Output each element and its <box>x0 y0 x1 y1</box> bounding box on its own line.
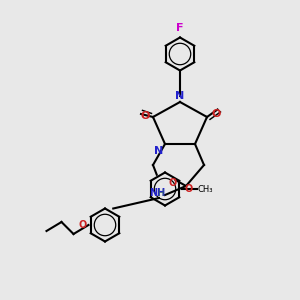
Text: O: O <box>212 109 221 119</box>
Text: O: O <box>141 110 150 121</box>
Text: O: O <box>184 184 193 194</box>
Text: N: N <box>154 146 164 155</box>
Text: O: O <box>169 178 177 188</box>
Text: N: N <box>176 91 184 100</box>
Text: F: F <box>176 23 184 33</box>
Text: H: H <box>157 189 164 198</box>
Text: O: O <box>79 220 87 230</box>
Text: CH₃: CH₃ <box>198 184 214 194</box>
Text: NH: NH <box>149 188 165 199</box>
